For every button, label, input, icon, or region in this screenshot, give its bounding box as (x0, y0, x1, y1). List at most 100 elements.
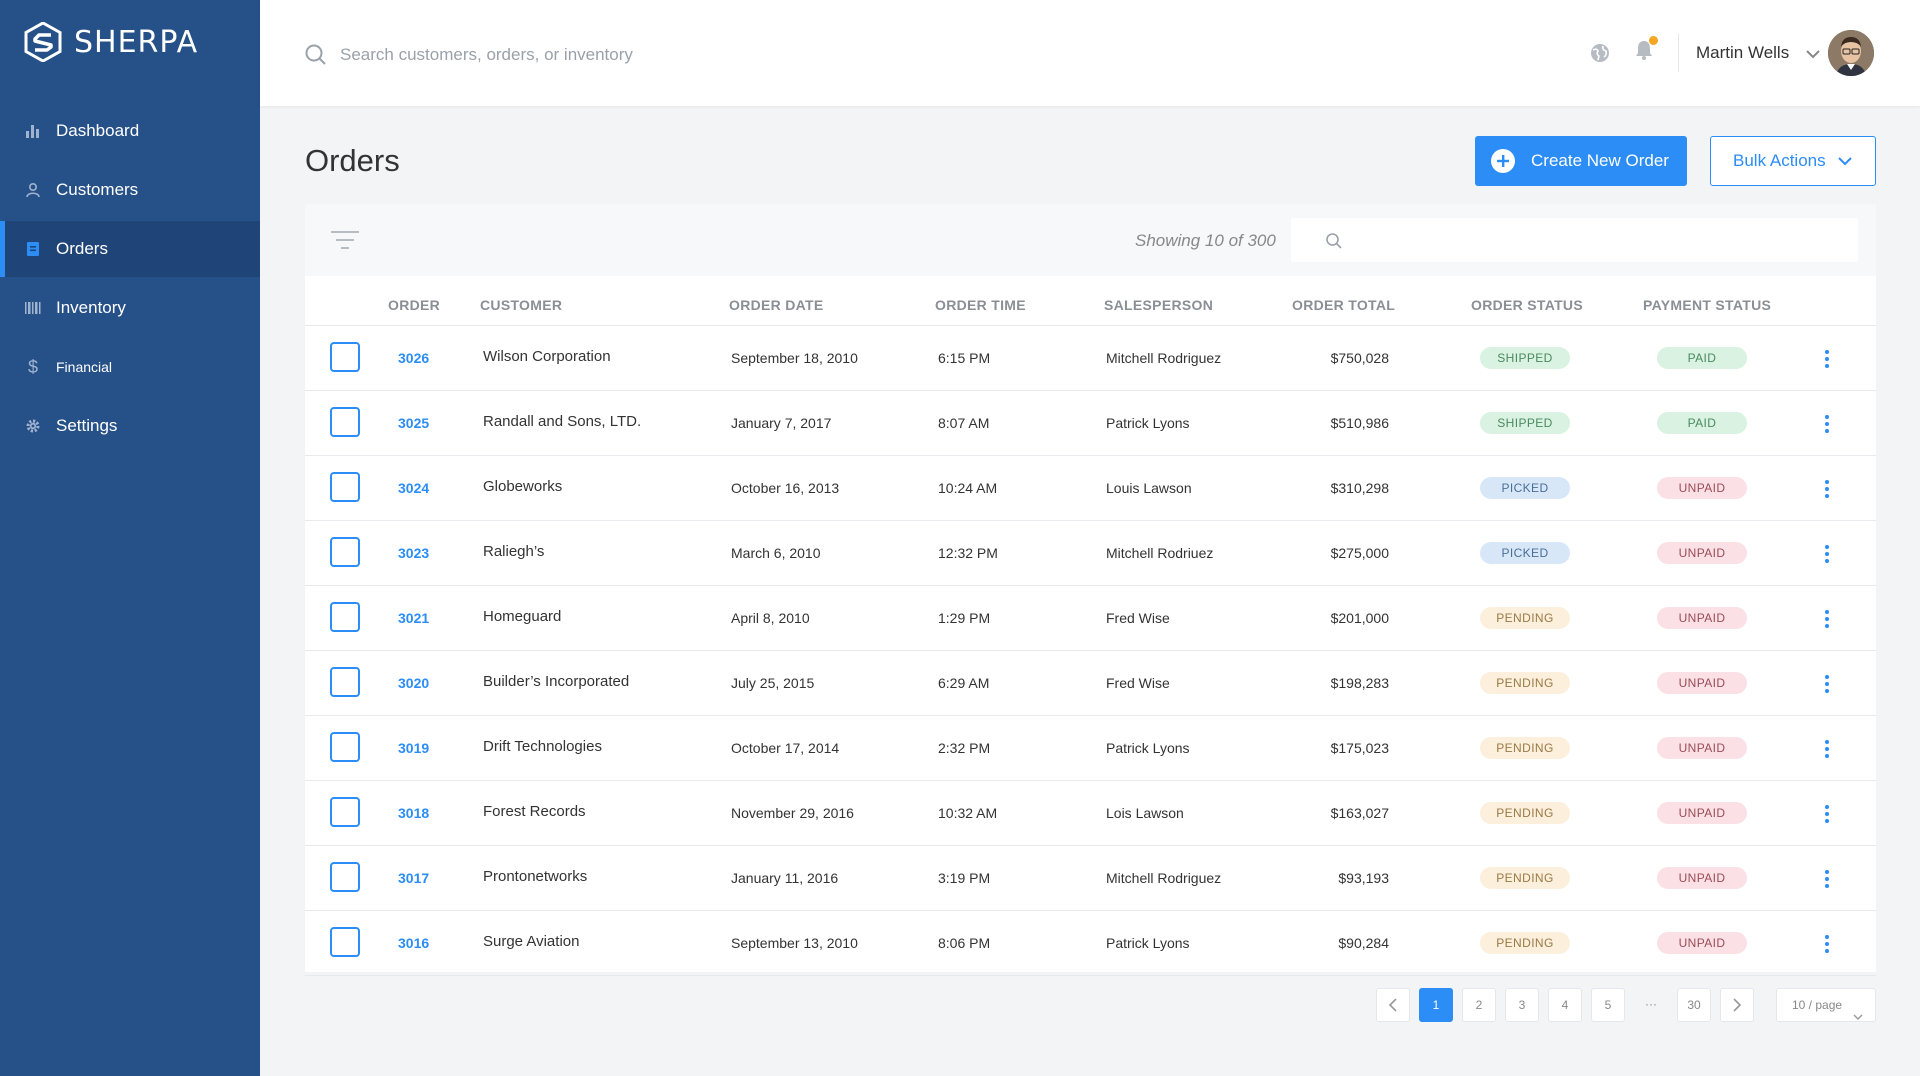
row-checkbox[interactable] (330, 407, 360, 437)
table-row[interactable]: 3021 Homeguard April 8, 2010 1:29 PM Fred Wi… (305, 586, 1876, 651)
more-options-icon[interactable] (1822, 933, 1832, 955)
order-number-link[interactable]: 3016 (398, 935, 430, 951)
row-checkbox[interactable] (330, 537, 360, 567)
page-button-5[interactable]: 5 (1591, 988, 1625, 1022)
column-header-order-total[interactable]: ORDER TOTAL (1292, 297, 1396, 313)
prev-page-button[interactable] (1376, 988, 1410, 1022)
order-date: October 16, 2013 (731, 480, 840, 496)
global-search-input[interactable] (340, 38, 840, 72)
avatar[interactable] (1828, 30, 1874, 76)
sidebar-item-label: Dashboard (56, 121, 140, 140)
search-icon (1325, 232, 1343, 255)
table-row[interactable]: 3026 Wilson Corporation September 18, 2010… (305, 326, 1876, 391)
sherpa-logo-icon (24, 22, 62, 62)
table-row[interactable]: 3020 Builder’s Incorporated July 25, 2015 6… (305, 651, 1876, 716)
row-checkbox[interactable] (330, 342, 360, 372)
sidebar-item-label: Settings (56, 416, 118, 435)
globe-icon[interactable] (1589, 42, 1611, 69)
table-search-input[interactable] (1351, 224, 1841, 256)
column-header-salesperson[interactable]: SALESPERSON (1104, 297, 1214, 313)
table-row[interactable]: 3023 Raliegh’s March 6, 2010 12:32 PM Mitche… (305, 521, 1876, 586)
sidebar-item-customers[interactable]: Customers (0, 162, 260, 218)
column-header-order-date[interactable]: ORDER DATE (729, 297, 824, 313)
order-date: July 25, 2015 (731, 675, 815, 691)
sidebar-item-inventory[interactable]: Inventory (0, 280, 260, 336)
page-button-30[interactable]: 30 (1677, 988, 1711, 1022)
table-row[interactable]: 3016 Surge Aviation September 13, 2010 8:06… (305, 911, 1876, 976)
table-search[interactable] (1291, 218, 1858, 262)
customer-name: Surge Aviation (483, 933, 580, 950)
chevron-down-icon[interactable] (1806, 46, 1820, 64)
more-options-icon[interactable] (1822, 478, 1832, 500)
sidebar-item-settings[interactable]: Settings (0, 398, 260, 454)
column-header-customer[interactable]: CUSTOMER (480, 297, 563, 313)
order-number-link[interactable]: 3018 (398, 805, 430, 821)
more-options-icon[interactable] (1822, 738, 1832, 760)
order-total: $310,298 (1330, 480, 1389, 496)
customer-name: Drift Technologies (483, 738, 602, 755)
sidebar-item-label: Orders (56, 239, 108, 258)
chevron-down-icon (1853, 1001, 1863, 1033)
bulk-actions-button[interactable]: Bulk Actions (1710, 136, 1876, 186)
page-button-4[interactable]: 4 (1548, 988, 1582, 1022)
per-page-select[interactable]: 10 / page (1776, 988, 1876, 1022)
create-new-order-button[interactable]: Create New Order (1475, 136, 1687, 186)
table-row[interactable]: 3024 Globeworks October 16, 2013 10:24 AM Lo… (305, 456, 1876, 521)
sidebar-item-orders[interactable]: Orders (0, 221, 260, 277)
logo[interactable]: SHERPA (24, 22, 198, 62)
top-header: Martin Wells (260, 0, 1920, 106)
plus-circle-icon (1491, 149, 1515, 173)
table-row[interactable]: 3019 Drift Technologies October 17, 2014 2:… (305, 716, 1876, 781)
table-row[interactable]: 3025 Randall and Sons, LTD. January 7, 201… (305, 391, 1876, 456)
payment-status-badge: UNPAID (1657, 802, 1747, 824)
more-options-icon[interactable] (1822, 803, 1832, 825)
row-checkbox[interactable] (330, 927, 360, 957)
per-page-label: 10 / page (1792, 998, 1843, 1012)
payment-status-badge: UNPAID (1657, 477, 1747, 499)
table-row[interactable]: 3017 Prontonetworks January 11, 2016 3:19 P… (305, 846, 1876, 911)
orders-icon (24, 240, 42, 258)
more-options-icon[interactable] (1822, 673, 1832, 695)
column-header-order-time[interactable]: ORDER TIME (935, 297, 1026, 313)
more-options-icon[interactable] (1822, 348, 1832, 370)
bell-icon[interactable] (1634, 39, 1654, 66)
salesperson: Patrick Lyons (1106, 935, 1190, 951)
order-number-link[interactable]: 3020 (398, 675, 430, 691)
table-row[interactable]: 3018 Forest Records November 29, 2016 10:32… (305, 781, 1876, 846)
row-checkbox[interactable] (330, 797, 360, 827)
sidebar-item-financial[interactable]: $ Financial (0, 339, 260, 395)
order-number-link[interactable]: 3017 (398, 870, 430, 886)
payment-status-badge: UNPAID (1657, 672, 1747, 694)
page-button-1[interactable]: 1 (1419, 988, 1453, 1022)
more-options-icon[interactable] (1822, 543, 1832, 565)
row-checkbox[interactable] (330, 667, 360, 697)
customer-name: Prontonetworks (483, 868, 588, 885)
order-number-link[interactable]: 3024 (398, 480, 430, 496)
column-header-payment-status[interactable]: PAYMENT STATUS (1643, 297, 1772, 313)
row-checkbox[interactable] (330, 602, 360, 632)
row-checkbox[interactable] (330, 732, 360, 762)
order-status-badge: PICKED (1480, 542, 1570, 564)
sidebar-item-dashboard[interactable]: Dashboard (0, 103, 260, 159)
row-checkbox[interactable] (330, 472, 360, 502)
row-checkbox[interactable] (330, 862, 360, 892)
column-header-order-status[interactable]: ORDER STATUS (1471, 297, 1583, 313)
page-button-2[interactable]: 2 (1462, 988, 1496, 1022)
page-ellipsis: ··· (1645, 997, 1657, 1011)
order-number-link[interactable]: 3025 (398, 415, 430, 431)
more-options-icon[interactable] (1822, 868, 1832, 890)
more-options-icon[interactable] (1822, 413, 1832, 435)
filter-icon[interactable] (331, 231, 359, 256)
page-button-3[interactable]: 3 (1505, 988, 1539, 1022)
order-number-link[interactable]: 3026 (398, 350, 430, 366)
user-name[interactable]: Martin Wells (1696, 43, 1790, 62)
next-page-button[interactable] (1720, 988, 1754, 1022)
column-header-order[interactable]: ORDER (388, 297, 441, 313)
more-options-icon[interactable] (1822, 608, 1832, 630)
order-time: 12:32 PM (938, 545, 998, 561)
order-number-link[interactable]: 3023 (398, 545, 430, 561)
bulk-actions-label: Bulk Actions (1733, 151, 1826, 170)
order-time: 1:29 PM (938, 610, 991, 626)
order-number-link[interactable]: 3021 (398, 610, 430, 626)
order-number-link[interactable]: 3019 (398, 740, 430, 756)
